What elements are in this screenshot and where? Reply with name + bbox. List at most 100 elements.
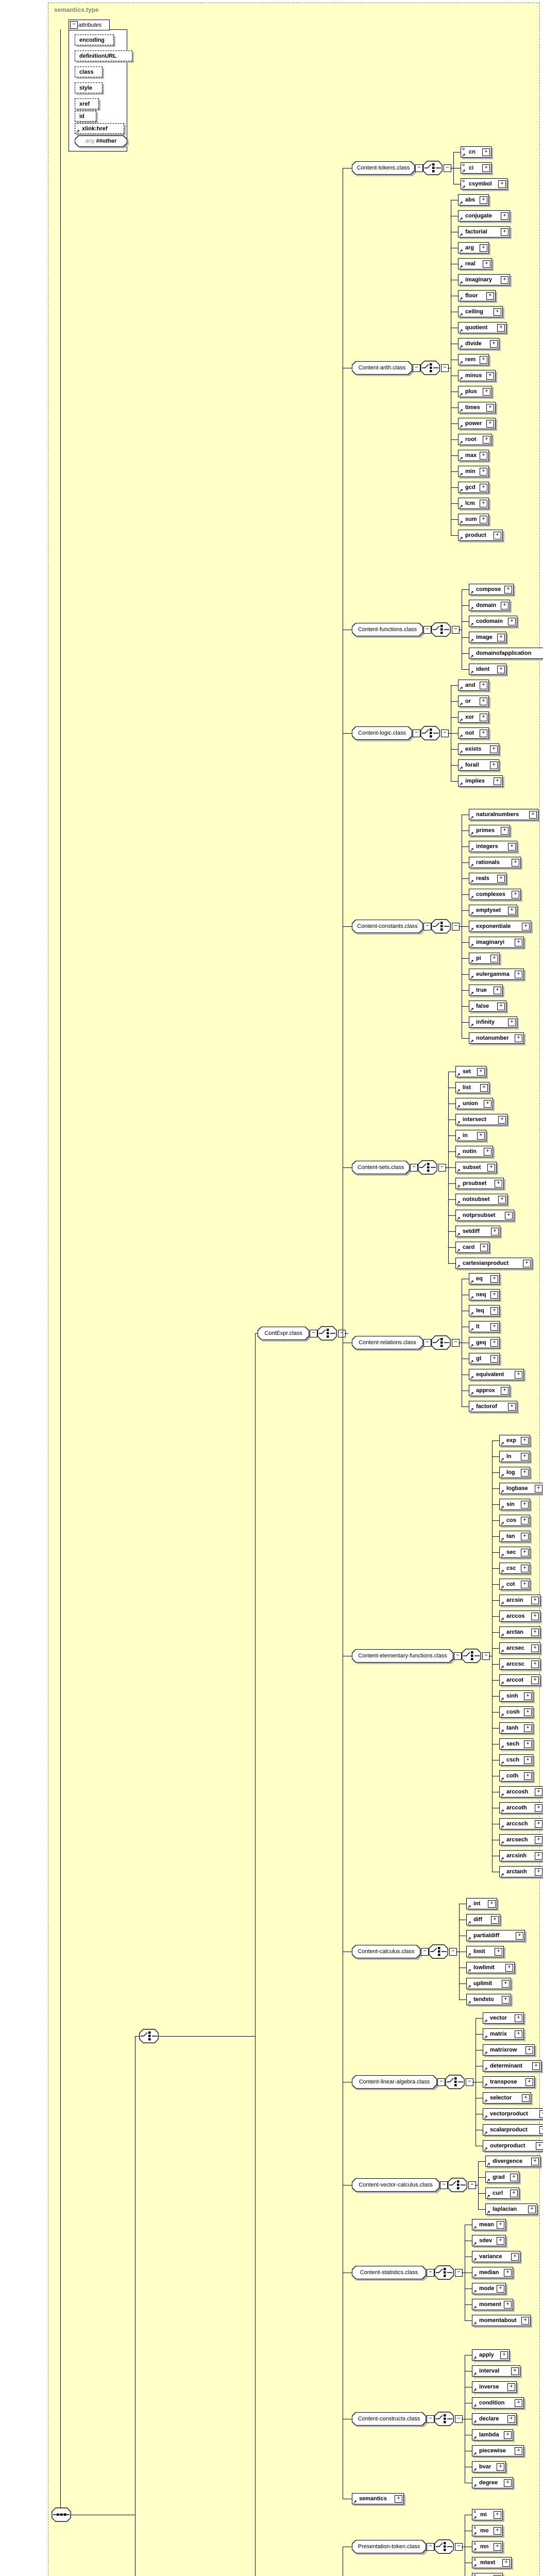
expand-icon[interactable]: + xyxy=(486,292,494,300)
element-moment[interactable]: ↗ moment + xyxy=(472,2299,513,2310)
element-sec[interactable]: ↗ sec + xyxy=(499,1547,530,1558)
expand-icon[interactable]: + xyxy=(507,2383,515,2391)
element-plus[interactable]: ↗ plus + xyxy=(458,386,492,397)
expand-icon[interactable]: + xyxy=(497,2221,504,2229)
element-cn[interactable]: ↗ ≡ cn + xyxy=(461,146,491,158)
expand-icon[interactable]: + xyxy=(480,468,487,476)
attribute-style[interactable]: style xyxy=(75,82,103,93)
element-floor[interactable]: ↗ floor + xyxy=(458,290,496,301)
element-variance[interactable]: ↗ variance + xyxy=(472,2251,520,2262)
expand-icon[interactable]: + xyxy=(490,1323,498,1331)
collapse-icon[interactable]: − xyxy=(413,730,420,737)
expand-icon[interactable]: + xyxy=(494,308,501,316)
expand-icon[interactable]: + xyxy=(529,811,537,819)
collapse-icon[interactable]: − xyxy=(427,2415,434,2423)
element-or[interactable]: ↗ or + xyxy=(458,696,489,707)
expand-icon[interactable]: + xyxy=(515,2030,522,2038)
expand-icon[interactable]: + xyxy=(531,2158,539,2165)
expand-icon[interactable]: + xyxy=(535,1485,542,1493)
expand-icon[interactable]: + xyxy=(521,1533,529,1540)
element-arctan[interactable]: ↗ arctan + xyxy=(499,1626,540,1638)
expand-icon[interactable]: + xyxy=(508,1019,516,1026)
element-outerproduct[interactable]: ↗ outerproduct + xyxy=(483,2140,543,2151)
element-coth[interactable]: ↗ coth + xyxy=(499,1770,533,1782)
element-ln[interactable]: ↗ ln + xyxy=(499,1451,530,1462)
expand-icon[interactable]: + xyxy=(536,2142,543,2150)
element-implies[interactable]: ↗ implies + xyxy=(458,775,503,787)
element-true[interactable]: ↗ true + xyxy=(469,985,503,996)
collapse-icon[interactable]: − xyxy=(454,1652,462,1660)
expand-icon[interactable]: + xyxy=(521,1501,529,1509)
expand-icon[interactable]: + xyxy=(483,436,490,444)
expand-icon[interactable]: + xyxy=(512,859,519,867)
expand-icon[interactable]: + xyxy=(515,2014,522,2022)
element-neq[interactable]: ↗ neq + xyxy=(469,1289,500,1300)
collapse-icon[interactable]: − xyxy=(423,626,431,634)
expand-icon[interactable]: + xyxy=(486,404,494,412)
expand-icon[interactable]: + xyxy=(501,228,508,236)
element-times[interactable]: ↗ times + xyxy=(458,402,496,413)
expand-icon[interactable]: + xyxy=(525,2078,533,2086)
expand-icon[interactable]: + xyxy=(486,372,494,380)
element-divergence[interactable]: ↗ divergence + xyxy=(485,2156,540,2167)
expand-icon[interactable]: + xyxy=(494,2511,501,2519)
expand-icon[interactable]: + xyxy=(498,1196,506,1204)
element-complexes[interactable]: ↗ complexes + xyxy=(469,889,521,900)
collapse-icon[interactable]: − xyxy=(410,1164,418,1172)
element-compose[interactable]: ↗ compose + xyxy=(469,584,514,595)
group-Content-vector-calculus.class[interactable]: Content-vector-calculus.class xyxy=(352,2178,441,2193)
expand-icon[interactable]: + xyxy=(510,2190,518,2197)
group-Content-elementary-functions.class[interactable]: Content-elementary-functions.class xyxy=(352,1649,455,1664)
expand-icon[interactable]: + xyxy=(501,212,508,220)
element-matrixrow[interactable]: ↗ matrixrow + xyxy=(483,2044,535,2056)
element-condition[interactable]: ↗ condition + xyxy=(472,2397,524,2409)
element-factorof[interactable]: ↗ factorof + xyxy=(469,1401,517,1412)
element-determinant[interactable]: ↗ determinant + xyxy=(483,2060,541,2072)
element-xor[interactable]: ↗ xor + xyxy=(458,711,489,723)
element-exp[interactable]: ↗ exp + xyxy=(499,1435,530,1446)
element-lowlimit[interactable]: ↗ lowlimit + xyxy=(466,1962,515,1973)
element-inverse[interactable]: ↗ inverse + xyxy=(472,2381,517,2393)
element-gcd[interactable]: ↗ gcd + xyxy=(458,482,489,493)
expand-icon[interactable]: + xyxy=(494,987,501,994)
element-diff[interactable]: ↗ diff + xyxy=(466,1914,500,1925)
element-arctanh[interactable]: ↗ arctanh + xyxy=(499,1866,543,1877)
expand-icon[interactable]: + xyxy=(486,420,494,428)
expand-icon[interactable]: + xyxy=(535,1804,542,1812)
expand-icon[interactable]: + xyxy=(508,843,516,851)
element-minus[interactable]: ↗ minus + xyxy=(458,370,496,381)
expand-icon[interactable]: + xyxy=(535,1788,542,1796)
element-partialdiff[interactable]: ↗ partialdiff + xyxy=(466,1930,525,1941)
element-sin[interactable]: ↗ sin + xyxy=(499,1499,530,1510)
element-bvar[interactable]: ↗ bvar + xyxy=(472,2461,506,2472)
expand-icon[interactable]: + xyxy=(539,2126,543,2134)
element-ms[interactable]: ↗≡ms+ xyxy=(472,2573,503,2576)
element-notanumber[interactable]: ↗ notanumber + xyxy=(469,1032,524,1044)
element-vector[interactable]: ↗ vector + xyxy=(483,2012,524,2024)
element-emptyset[interactable]: ↗ emptyset + xyxy=(469,905,517,916)
expand-icon[interactable]: + xyxy=(535,1820,542,1828)
expand-icon[interactable]: + xyxy=(480,730,487,737)
expand-icon[interactable]: + xyxy=(535,1836,542,1844)
element-interval[interactable]: ↗ interval + xyxy=(472,2365,520,2377)
element-mn[interactable]: ↗ ≡ mn + xyxy=(472,2541,503,2552)
expand-icon[interactable]: + xyxy=(535,1852,542,1860)
attributes-header[interactable]: attributes xyxy=(69,20,110,30)
element-union[interactable]: ↗ union + xyxy=(455,1098,493,1109)
element-sinh[interactable]: ↗ sinh + xyxy=(499,1690,533,1702)
element-conjugate[interactable]: ↗ conjugate + xyxy=(458,210,510,222)
element-reals[interactable]: ↗ reals + xyxy=(469,873,506,884)
expand-icon[interactable]: + xyxy=(480,452,487,460)
element-factorial[interactable]: ↗ factorial + xyxy=(458,226,510,238)
expand-icon[interactable]: + xyxy=(497,1003,505,1010)
expand-icon[interactable]: + xyxy=(505,1212,513,1219)
group-Content-functions.class[interactable]: Content-functions.class xyxy=(352,623,425,638)
expand-icon[interactable]: + xyxy=(480,516,487,523)
element-apply[interactable]: ↗ apply + xyxy=(472,2349,510,2361)
element-power[interactable]: ↗ power + xyxy=(458,418,496,429)
collapse-icon[interactable]: − xyxy=(415,164,423,172)
element-notprsubset[interactable]: ↗ notprsubset + xyxy=(455,1210,514,1221)
element-exponentiale[interactable]: ↗ exponentiale + xyxy=(469,921,531,932)
expand-icon[interactable]: + xyxy=(502,1996,510,2004)
expand-icon[interactable]: + xyxy=(504,2269,512,2277)
